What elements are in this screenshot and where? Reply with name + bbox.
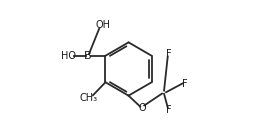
Text: F: F <box>166 49 172 59</box>
Text: CH₃: CH₃ <box>79 93 97 103</box>
Text: OH: OH <box>95 20 110 30</box>
Text: F: F <box>166 105 172 115</box>
Text: HO: HO <box>61 51 76 61</box>
Text: F: F <box>183 79 188 89</box>
Text: O: O <box>138 103 146 113</box>
Text: B: B <box>83 51 91 61</box>
